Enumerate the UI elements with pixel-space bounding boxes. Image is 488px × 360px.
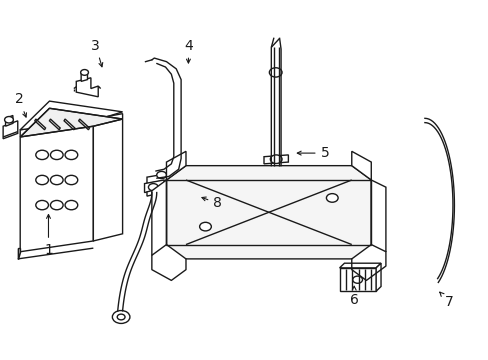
Circle shape xyxy=(117,314,125,320)
Text: 8: 8 xyxy=(202,196,222,210)
Circle shape xyxy=(270,155,282,163)
Circle shape xyxy=(65,201,78,210)
Circle shape xyxy=(148,184,158,191)
Polygon shape xyxy=(375,263,380,291)
Polygon shape xyxy=(76,78,98,97)
Text: 2: 2 xyxy=(15,92,26,117)
Circle shape xyxy=(352,276,362,283)
Text: 5: 5 xyxy=(297,146,328,160)
Text: 4: 4 xyxy=(183,39,192,63)
Polygon shape xyxy=(64,119,75,130)
Polygon shape xyxy=(339,263,380,268)
Polygon shape xyxy=(166,166,370,259)
Text: 7: 7 xyxy=(439,292,453,309)
Polygon shape xyxy=(370,180,385,252)
Circle shape xyxy=(36,150,48,159)
Text: 1: 1 xyxy=(44,215,53,257)
Circle shape xyxy=(65,150,78,159)
Polygon shape xyxy=(339,268,375,291)
Polygon shape xyxy=(152,180,166,255)
Polygon shape xyxy=(93,114,122,241)
Circle shape xyxy=(50,150,63,159)
Polygon shape xyxy=(49,119,60,130)
Polygon shape xyxy=(166,151,185,180)
Polygon shape xyxy=(5,116,13,126)
Circle shape xyxy=(50,201,63,210)
Circle shape xyxy=(65,175,78,185)
Text: 6: 6 xyxy=(349,286,358,307)
Circle shape xyxy=(50,175,63,185)
Polygon shape xyxy=(81,71,87,81)
Circle shape xyxy=(269,68,282,77)
Polygon shape xyxy=(144,180,163,193)
Circle shape xyxy=(81,69,88,75)
Polygon shape xyxy=(147,188,161,196)
Circle shape xyxy=(36,175,48,185)
Circle shape xyxy=(112,311,130,323)
Circle shape xyxy=(326,194,337,202)
Polygon shape xyxy=(351,151,370,180)
Circle shape xyxy=(199,222,211,231)
Polygon shape xyxy=(18,248,20,259)
Polygon shape xyxy=(35,119,45,130)
Polygon shape xyxy=(20,108,122,137)
Polygon shape xyxy=(79,119,89,130)
Polygon shape xyxy=(147,172,176,184)
Polygon shape xyxy=(20,101,122,130)
Circle shape xyxy=(36,201,48,210)
Polygon shape xyxy=(3,121,18,139)
Text: 3: 3 xyxy=(91,39,102,67)
Circle shape xyxy=(157,171,166,179)
Circle shape xyxy=(4,117,13,123)
Polygon shape xyxy=(20,119,93,252)
Polygon shape xyxy=(264,155,288,164)
